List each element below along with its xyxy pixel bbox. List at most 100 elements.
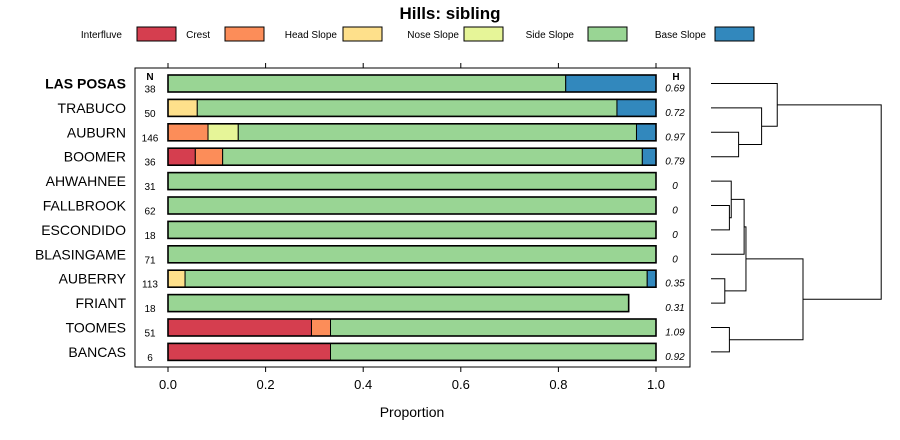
bar-segment-las-posas-base-slope bbox=[565, 74, 657, 93]
dendrogram-link-2 bbox=[711, 83, 778, 127]
bar-outline-auburn bbox=[167, 123, 657, 142]
bar-segment-boomer-crest bbox=[194, 147, 224, 166]
chart-title: Hills: sibling bbox=[399, 4, 500, 23]
row-label-auburn: AUBURN bbox=[67, 124, 126, 140]
row-label-ahwahnee: AHWAHNEE bbox=[46, 173, 126, 189]
row-n-auburn: 146 bbox=[142, 133, 159, 144]
legend-label-crest: Crest bbox=[186, 30, 210, 41]
bar-outline-friant bbox=[167, 293, 630, 313]
legend: Interfluve Crest Head Slope Nose Slope Side … bbox=[81, 26, 755, 42]
bar-segment-auburn-side-slope bbox=[237, 123, 637, 142]
plot-area: N H LAS POSAS 38 0.69 TRABUCO 50 0.72 AUBURN 146 0… bbox=[35, 63, 691, 392]
x-tick-label-0-0: 0.0 bbox=[159, 377, 177, 392]
bar-segment-auburn-crest bbox=[167, 123, 209, 142]
x-tick-label-0-6: 0.6 bbox=[452, 377, 470, 392]
bar-outline-toomes bbox=[167, 318, 657, 337]
row-n-blasingame: 71 bbox=[144, 255, 156, 266]
row-label-blasingame: BLASINGAME bbox=[35, 246, 126, 262]
bar-outline-ahwahnee bbox=[167, 171, 657, 191]
bar-outline-las-posas bbox=[167, 74, 657, 93]
bar-segment-bancas-side-slope bbox=[330, 342, 657, 361]
x-tick-label-0-8: 0.8 bbox=[549, 377, 567, 392]
bar-outline-blasingame bbox=[167, 245, 657, 264]
legend-swatch-side-slope bbox=[587, 26, 628, 42]
bar-segment-escondido-side-slope bbox=[167, 220, 657, 239]
x-tick-label-0-2: 0.2 bbox=[257, 377, 275, 392]
row-n-auberry: 113 bbox=[142, 280, 158, 291]
row-label-las-posas: LAS POSAS bbox=[45, 76, 126, 92]
row-h-auberry: 0.35 bbox=[665, 279, 685, 290]
bar-segment-blasingame-side-slope bbox=[167, 245, 657, 264]
bar-segment-friant-side-slope bbox=[167, 294, 630, 313]
row-label-bancas: BANCAS bbox=[68, 344, 126, 360]
dendrogram-link-5 bbox=[711, 198, 745, 255]
dendrogram-link-0 bbox=[711, 131, 740, 158]
bar-segment-boomer-side-slope bbox=[222, 147, 643, 166]
row-n-toomes: 51 bbox=[144, 329, 156, 340]
row-label-toomes: TOOMES bbox=[66, 320, 126, 336]
row-h-boomer: 0.79 bbox=[665, 157, 685, 168]
row-n-ahwahnee: 31 bbox=[144, 182, 156, 193]
row-n-fallbrook: 62 bbox=[144, 207, 156, 218]
row-h-escondido: 0 bbox=[672, 230, 678, 241]
bar-outline-escondido bbox=[167, 220, 657, 240]
row-h-toomes: 1.09 bbox=[665, 328, 685, 339]
row-label-escondido: ESCONDIDO bbox=[41, 222, 126, 238]
dendrogram-link-3 bbox=[711, 205, 730, 231]
row-h-auburn: 0.97 bbox=[665, 132, 685, 143]
bar-segment-auberry-head-slope bbox=[167, 269, 186, 288]
bar-segment-toomes-interfluve bbox=[167, 318, 312, 337]
bar-segment-trabuco-base-slope bbox=[616, 98, 657, 117]
row-n-las-posas: 38 bbox=[144, 85, 156, 96]
row-label-fallbrook: FALLBROOK bbox=[43, 198, 127, 214]
bar-segment-auberry-side-slope bbox=[184, 269, 648, 288]
row-label-trabuco: TRABUCO bbox=[58, 100, 127, 116]
bar-segment-boomer-base-slope bbox=[641, 147, 657, 166]
bar-outline-trabuco bbox=[167, 98, 657, 118]
x-axis-label: Proportion bbox=[380, 404, 445, 420]
row-n-escondido: 18 bbox=[144, 231, 156, 242]
legend-swatch-crest bbox=[224, 26, 265, 42]
legend-swatch-base-slope bbox=[714, 26, 755, 42]
bar-segment-ahwahnee-side-slope bbox=[167, 172, 657, 191]
row-n-friant: 18 bbox=[144, 304, 156, 315]
x-tick-label-1-0: 1.0 bbox=[647, 377, 665, 392]
dendrogram bbox=[711, 83, 882, 353]
bar-outline-auberry bbox=[167, 269, 657, 289]
bar-segment-boomer-interfluve bbox=[167, 147, 196, 166]
bar-segment-trabuco-side-slope bbox=[196, 98, 618, 117]
bar-segment-bancas-interfluve bbox=[167, 342, 332, 361]
n-column-header: N bbox=[146, 72, 153, 83]
row-h-friant: 0.31 bbox=[665, 303, 684, 314]
bar-segment-toomes-side-slope bbox=[330, 318, 657, 337]
x-tick-label-0-4: 0.4 bbox=[354, 377, 372, 392]
dendrogram-link-6 bbox=[711, 278, 726, 304]
row-n-bancas: 6 bbox=[147, 353, 153, 364]
bar-outline-bancas bbox=[167, 342, 657, 362]
dendrogram-link-8 bbox=[711, 327, 730, 353]
plot-frame bbox=[134, 67, 691, 368]
row-n-boomer: 36 bbox=[144, 158, 156, 169]
row-h-blasingame: 0 bbox=[672, 254, 678, 265]
bar-segment-auburn-nose-slope bbox=[207, 123, 239, 142]
legend-swatch-interfluve bbox=[136, 26, 177, 42]
row-label-boomer: BOOMER bbox=[64, 149, 126, 165]
legend-label-base-slope: Base Slope bbox=[655, 30, 707, 41]
row-h-trabuco: 0.72 bbox=[665, 108, 685, 119]
bar-segment-trabuco-head-slope bbox=[167, 98, 198, 117]
row-h-bancas: 0.92 bbox=[665, 352, 685, 363]
legend-label-interfluve: Interfluve bbox=[81, 30, 123, 41]
dendrogram-link-7 bbox=[724, 226, 747, 292]
bar-segment-las-posas-side-slope bbox=[167, 74, 567, 93]
row-n-trabuco: 50 bbox=[144, 109, 156, 120]
bar-segment-auburn-base-slope bbox=[635, 123, 657, 142]
bar-outline-boomer bbox=[167, 147, 657, 166]
legend-label-side-slope: Side Slope bbox=[526, 30, 575, 41]
row-h-fallbrook: 0 bbox=[672, 206, 678, 217]
dendrogram-link-9 bbox=[729, 258, 804, 341]
bar-segment-fallbrook-side-slope bbox=[167, 196, 657, 215]
legend-label-nose-slope: Nose Slope bbox=[407, 30, 459, 41]
legend-label-head-slope: Head Slope bbox=[285, 30, 338, 41]
dendrogram-link-10 bbox=[777, 104, 882, 300]
